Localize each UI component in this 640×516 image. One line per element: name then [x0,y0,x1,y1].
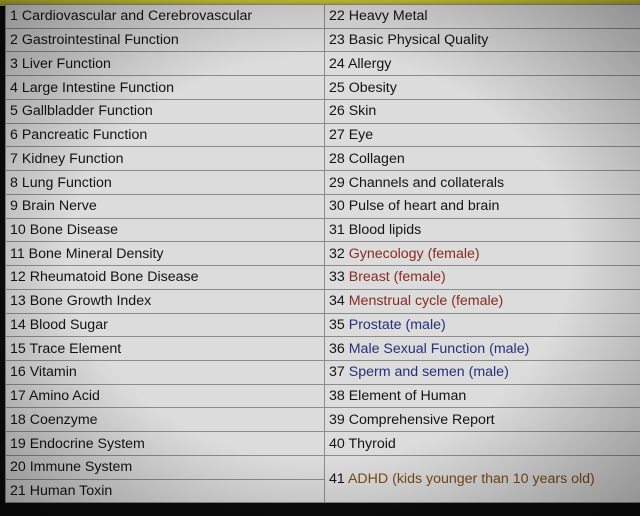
male-item-label: Sperm and semen (male) [348,364,509,381]
table-cell: 10 Bone Disease [5,217,325,243]
table-row: 6 Pancreatic Function 27 Eye [5,122,640,148]
item-number: 41 [329,471,345,488]
table-cell: 41 ADHD (kids younger than 10 years old) [324,454,640,504]
table-cell: 11 Bone Mineral Density [5,241,325,267]
table-cell: 25 Obesity [324,75,640,100]
table-cell: 32 Gynecology (female) [324,241,640,267]
table-row: 17 Amino Acid 38 Element of Human [5,383,640,409]
table-cell: 21 Human Toxin [5,478,325,504]
table-cell: 31 Blood lipids [324,217,640,243]
item-number: 34 [329,293,345,310]
table-row: 8 Lung Function 29 Channels and collater… [5,170,640,195]
table-row: 13 Bone Growth Index 34 Menstrual cycle … [5,288,640,314]
table-cell: 30 Pulse of heart and brain [324,193,640,219]
table-cell: 37 Sperm and semen (male) [324,360,640,385]
table-cell: 6 Pancreatic Function [5,122,325,148]
table-cell: 7 Kidney Function [5,146,325,172]
table-cell: 12 Rheumatoid Bone Disease [5,265,325,290]
table-cell: 33 Breast (female) [324,265,640,290]
female-item-label: Gynecology (female) [348,245,480,262]
item-number: 37 [329,364,345,381]
table-cell: 8 Lung Function [5,170,325,195]
table-cell: 40 Thyroid [324,431,640,456]
table-cell: 39 Comprehensive Report [324,407,640,433]
table-cell: 38 Element of Human [324,383,640,409]
table-cell: 34 Menstrual cycle (female) [324,288,640,314]
table-cell: 29 Channels and collaterals [324,170,640,195]
table-row: 18 Coenzyme 39 Comprehensive Report [5,407,640,433]
male-item-label: Prostate (male) [348,316,446,333]
table-row: 16 Vitamin 37 Sperm and semen (male) [5,360,640,385]
table-cell: 1 Cardiovascular and Cerebrovascular [5,4,325,29]
table-row: 9 Brain Nerve 30 Pulse of heart and brai… [5,193,640,219]
table-cell: 24 Allergy [324,51,640,77]
table-row: 19 Endocrine System 40 Thyroid [5,431,640,456]
table-cell: 2 Gastrointestinal Function [5,27,325,53]
table-row: 14 Blood Sugar 35 Prostate (male) [5,312,640,338]
item-number: 33 [329,269,345,286]
table-row: 4 Large Intestine Function 25 Obesity [5,75,640,100]
table-cell: 4 Large Intestine Function [5,75,325,100]
table-row: 1 Cardiovascular and Cerebrovascular 22 … [5,4,640,29]
table-cell: 3 Liver Function [5,51,325,77]
table-cell: 5 Gallbladder Function [5,98,325,124]
table-cell: 18 Coenzyme [5,407,325,433]
table-cell: 15 Trace Element [5,336,325,362]
table-cell: 35 Prostate (male) [324,312,640,338]
table-cell: 13 Bone Growth Index [5,288,325,314]
header-strip [0,0,640,6]
table-row: 7 Kidney Function 28 Collagen [5,146,640,172]
table-cell: 20 Immune System [5,454,325,480]
table-cell: 16 Vitamin [5,360,325,385]
table-cell: 28 Collagen [324,146,640,172]
table-cell: 22 Heavy Metal [324,4,640,29]
male-item-label: Male Sexual Function (male) [348,340,530,357]
female-item-label: Menstrual cycle (female) [348,293,504,310]
report-items-table: 1 Cardiovascular and Cerebrovascular 22 … [5,4,640,504]
table-row: 15 Trace Element 36 Male Sexual Function… [5,336,640,362]
female-item-label: Breast (female) [348,269,446,286]
table-cell: 27 Eye [324,122,640,148]
table-cell: 19 Endocrine System [5,431,325,456]
table-cell: 9 Brain Nerve [5,193,325,219]
item-number: 32 [329,245,345,262]
kids-item-label: ADHD (kids younger than 10 years old) [347,471,595,488]
table-row: 20 Immune System 41 ADHD (kids younger t… [5,454,640,504]
table-row: 2 Gastrointestinal Function 23 Basic Phy… [5,27,640,53]
table-cell: 26 Skin [324,98,640,124]
table-row: 12 Rheumatoid Bone Disease 33 Breast (fe… [5,265,640,290]
table-row: 11 Bone Mineral Density 32 Gynecology (f… [5,241,640,267]
item-number: 35 [329,316,345,333]
table-cell: 23 Basic Physical Quality [324,27,640,53]
item-number: 36 [329,340,345,357]
table-cell: 17 Amino Acid [5,383,325,409]
table-cell: 36 Male Sexual Function (male) [324,336,640,362]
table-row: 21 Human Toxin [5,478,640,504]
table-cell: 14 Blood Sugar [5,312,325,338]
table-row: 3 Liver Function 24 Allergy [5,51,640,77]
table-row: 5 Gallbladder Function 26 Skin [5,98,640,124]
table-row: 10 Bone Disease 31 Blood lipids [5,217,640,243]
